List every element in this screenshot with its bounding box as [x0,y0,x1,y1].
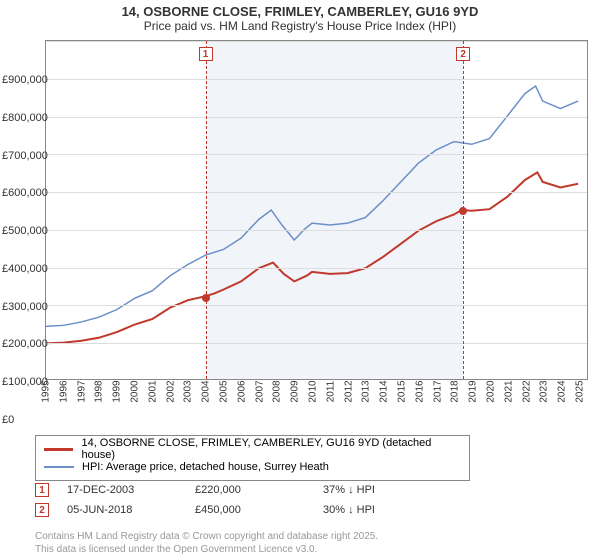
legend-label-hpi: HPI: Average price, detached house, Surr… [82,461,329,473]
xtick-label: 2000 [130,380,141,402]
sale-marker-box: 2 [456,47,470,61]
series-property [46,172,578,343]
gridline-h [46,192,587,193]
xtick-label: 2022 [521,380,532,402]
xtick-label: 2008 [272,380,283,402]
xtick-label: 2001 [147,380,158,402]
ytick-label: £300,000 [2,301,64,313]
xtick-label: 2020 [486,380,497,402]
sale-diff: 37% ↓ HPI [323,484,423,496]
xtick-label: 2003 [183,380,194,402]
sale-diff: 30% ↓ HPI [323,504,423,516]
sale-record-row: 1 17-DEC-2003 £220,000 37% ↓ HPI [35,480,423,500]
plot-region: 1995199619971998199920002001200220032004… [45,40,588,380]
xtick-label: 2016 [414,380,425,402]
xtick-label: 2005 [219,380,230,402]
line-layer [46,41,587,379]
ytick-label: £400,000 [2,263,64,275]
sale-num-box: 2 [35,503,49,517]
gridline-h [46,230,587,231]
xtick-label: 2004 [201,380,212,402]
footer-line2: This data is licensed under the Open Gov… [35,543,378,556]
legend-row-property: 14, OSBORNE CLOSE, FRIMLEY, CAMBERLEY, G… [44,440,461,458]
title-address: 14, OSBORNE CLOSE, FRIMLEY, CAMBERLEY, G… [0,4,600,19]
gridline-h [46,41,587,42]
ytick-label: £700,000 [2,150,64,162]
sale-dashed-line [206,41,207,379]
xtick-label: 2011 [325,381,336,403]
title-block: 14, OSBORNE CLOSE, FRIMLEY, CAMBERLEY, G… [0,0,600,35]
xtick-label: 1997 [76,380,87,402]
ytick-label: £200,000 [2,338,64,350]
xtick-label: 2010 [308,380,319,402]
xtick-label: 2023 [539,380,550,402]
chart-area: 1995199619971998199920002001200220032004… [0,40,600,410]
gridline-h [46,343,587,344]
xtick-label: 2012 [343,380,354,402]
xtick-label: 2019 [468,380,479,402]
sale-price: £450,000 [195,504,305,516]
ytick-label: £100,000 [2,376,64,388]
ytick-label: £0 [2,414,64,426]
sale-num-box: 1 [35,483,49,497]
xtick-label: 1999 [112,380,123,402]
title-subtitle: Price paid vs. HM Land Registry's House … [0,19,600,33]
xtick-label: 2007 [254,380,265,402]
sale-date: 17-DEC-2003 [67,484,177,496]
footer-line1: Contains HM Land Registry data © Crown c… [35,530,378,543]
chart-container: 14, OSBORNE CLOSE, FRIMLEY, CAMBERLEY, G… [0,0,600,560]
gridline-h [46,79,587,80]
xtick-label: 2021 [503,380,514,402]
series-hpi [46,86,578,326]
xtick-label: 2015 [397,380,408,402]
gridline-h [46,268,587,269]
sale-price: £220,000 [195,484,305,496]
xtick-label: 2018 [450,380,461,402]
sale-date: 05-JUN-2018 [67,504,177,516]
legend-swatch-hpi [44,466,74,468]
ytick-label: £800,000 [2,112,64,124]
xtick-label: 2024 [557,380,568,402]
gridline-h [46,305,587,306]
gridline-h [46,154,587,155]
xtick-label: 2006 [236,380,247,402]
ytick-label: £900,000 [2,74,64,86]
xtick-label: 2017 [432,380,443,402]
gridline-h [46,117,587,118]
sale-records: 1 17-DEC-2003 £220,000 37% ↓ HPI 2 05-JUN-201… [35,480,423,520]
xtick-label: 2013 [361,380,372,402]
legend-label-property: 14, OSBORNE CLOSE, FRIMLEY, CAMBERLEY, G… [81,437,461,461]
xtick-label: 2014 [379,380,390,402]
sale-marker-box: 1 [199,47,213,61]
xtick-label: 2025 [575,380,586,402]
legend: 14, OSBORNE CLOSE, FRIMLEY, CAMBERLEY, G… [35,435,470,481]
sale-dot [202,294,210,302]
ytick-label: £500,000 [2,225,64,237]
xtick-label: 1998 [94,380,105,402]
xtick-label: 2009 [290,380,301,402]
sale-dot [459,207,467,215]
xtick-label: 2002 [165,380,176,402]
sale-record-row: 2 05-JUN-2018 £450,000 30% ↓ HPI [35,500,423,520]
ytick-label: £600,000 [2,187,64,199]
footer-credits: Contains HM Land Registry data © Crown c… [35,530,378,556]
legend-swatch-property [44,448,73,451]
